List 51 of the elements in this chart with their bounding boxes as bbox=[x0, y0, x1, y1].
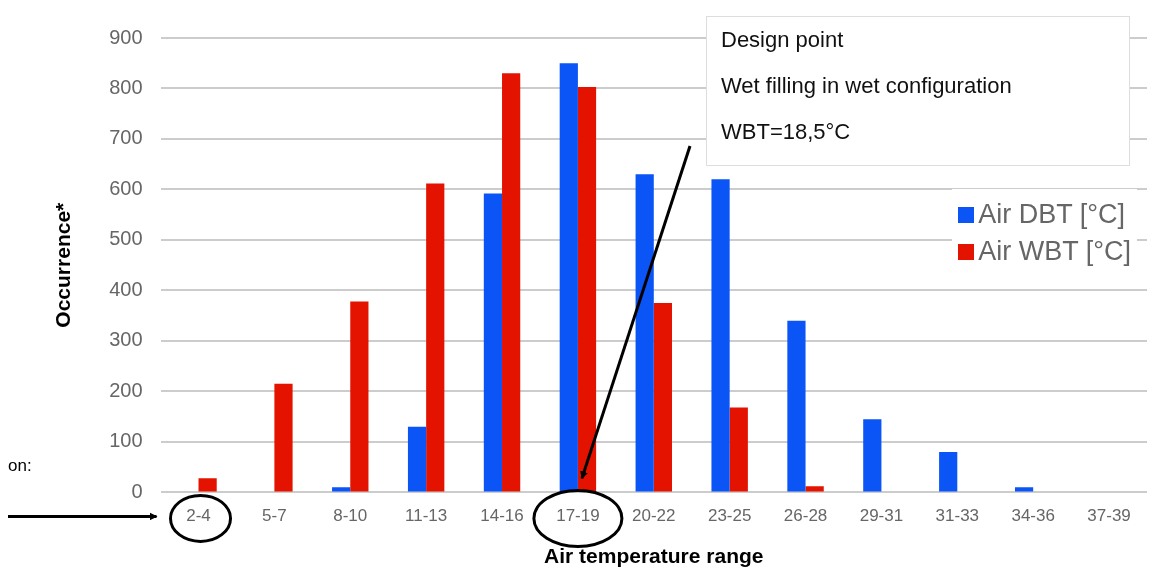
y-tick-label: 100 bbox=[109, 429, 143, 452]
bar bbox=[787, 320, 806, 492]
y-axis-title: Occurrence* bbox=[51, 201, 75, 328]
x-tick-label: 26-28 bbox=[783, 506, 828, 526]
bar bbox=[350, 301, 369, 492]
y-tick-label: 0 bbox=[131, 479, 143, 502]
y-tick-label: 400 bbox=[109, 277, 143, 300]
x-tick-label: 11-13 bbox=[405, 506, 448, 526]
annotation: Wet filling in wet configuration bbox=[721, 73, 1013, 98]
bar bbox=[729, 407, 748, 492]
bar bbox=[426, 183, 445, 492]
text: on: bbox=[8, 456, 32, 476]
note-box: Design point Wet filling in wet configuration WBT=18,5°C bbox=[706, 16, 1130, 166]
bar bbox=[653, 303, 672, 492]
y-tick-label: 700 bbox=[109, 126, 143, 149]
bar bbox=[711, 179, 730, 492]
x-tick-label: 8-10 bbox=[333, 506, 368, 526]
x-tick-label: 31-33 bbox=[935, 506, 980, 526]
x-tick-label: 34-36 bbox=[1011, 506, 1055, 526]
bar bbox=[805, 486, 824, 492]
x-tick-label: 14-16 bbox=[480, 506, 524, 526]
bar bbox=[274, 383, 293, 492]
annotation: WBT=18,5°C bbox=[721, 119, 852, 144]
x-tick-label: 29-31 bbox=[859, 506, 904, 526]
x-tick-label: 2-4 bbox=[186, 506, 211, 526]
y-tick-label: 600 bbox=[109, 176, 143, 199]
bar bbox=[407, 426, 427, 492]
bar bbox=[332, 487, 351, 492]
legend-label: Air DBT [°C] bbox=[978, 199, 1125, 231]
bar bbox=[559, 63, 578, 492]
annotation: Design point bbox=[721, 27, 845, 52]
x-tick-label: 23-25 bbox=[707, 506, 752, 526]
y-tick-label: 200 bbox=[109, 378, 143, 401]
x-tick-label: 37-39 bbox=[1087, 506, 1131, 526]
bar bbox=[502, 73, 521, 492]
x-tick-label: 20-22 bbox=[632, 506, 676, 526]
x-axis-title: Air temperature range bbox=[544, 544, 764, 568]
x-tick-label: 17-19 bbox=[556, 506, 600, 526]
bar bbox=[635, 174, 654, 492]
y-tick-label: 300 bbox=[109, 328, 143, 351]
bar bbox=[1014, 487, 1034, 492]
y-tick-label: 800 bbox=[109, 76, 143, 98]
bar bbox=[483, 193, 503, 492]
bar bbox=[863, 419, 882, 492]
x-tick-label: 5-7 bbox=[262, 506, 287, 526]
bar bbox=[577, 86, 597, 492]
legend-label: Air WBT [°C] bbox=[978, 236, 1131, 268]
y-tick-label: 900 bbox=[109, 25, 143, 48]
bar bbox=[939, 452, 958, 492]
bar bbox=[198, 478, 217, 492]
y-tick-label: 500 bbox=[109, 227, 143, 250]
